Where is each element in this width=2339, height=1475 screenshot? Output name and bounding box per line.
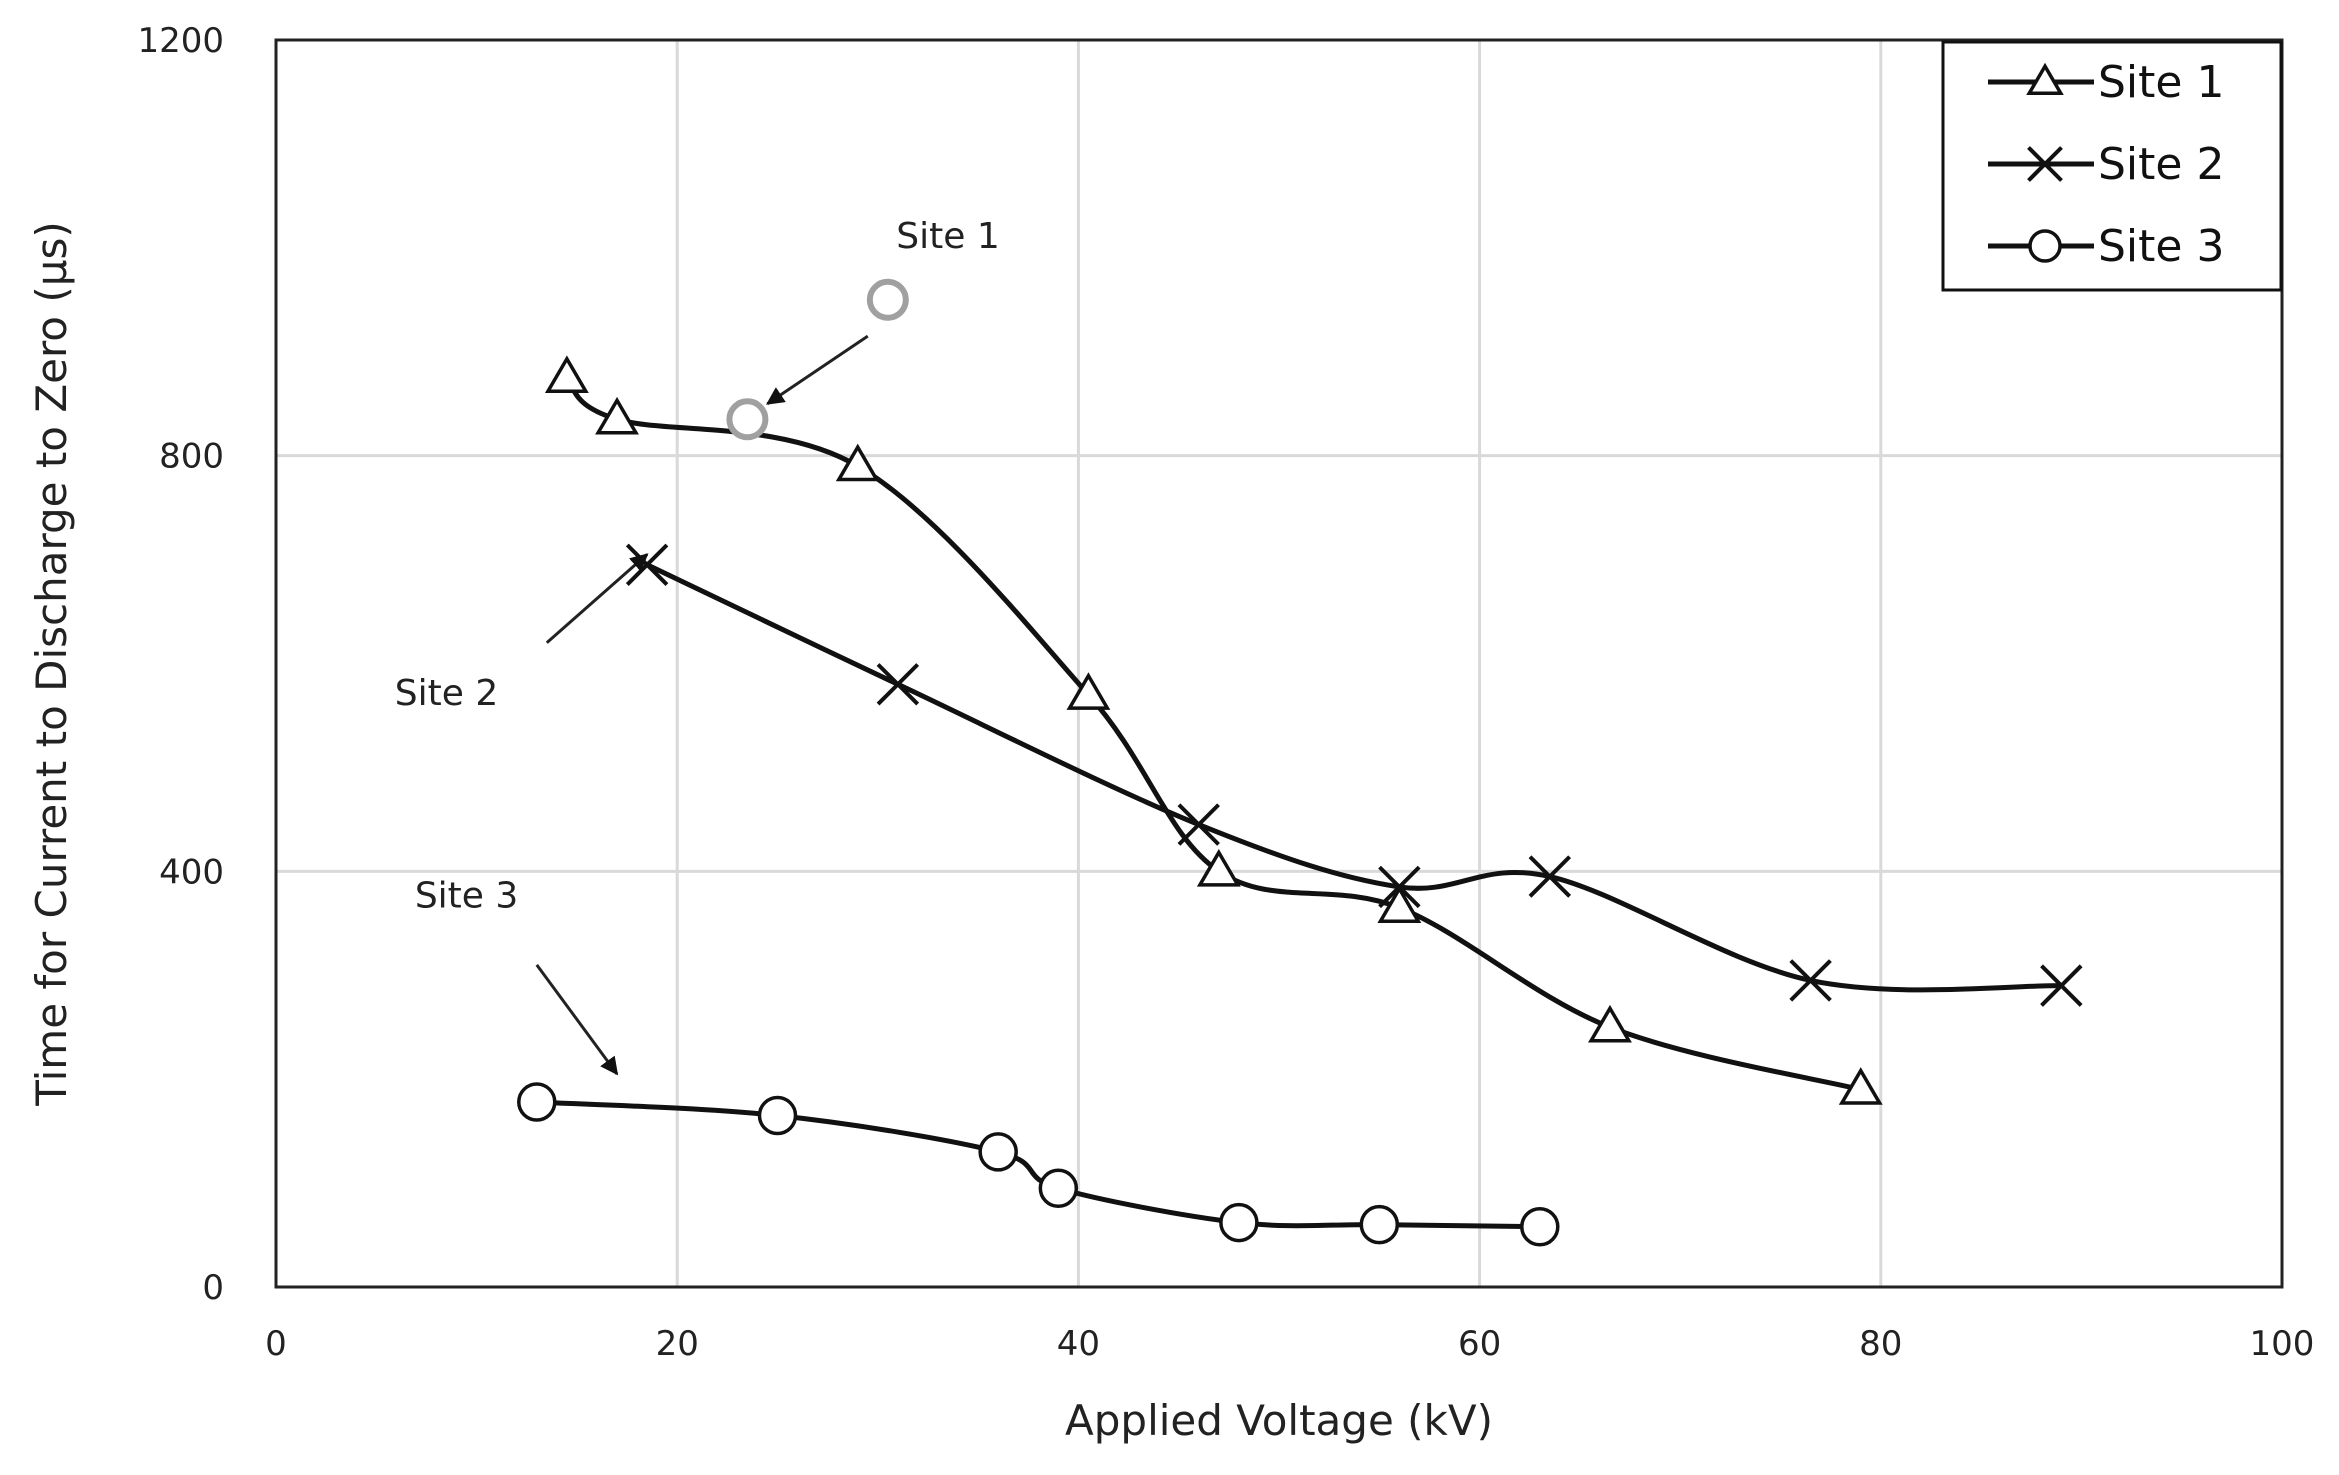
outlier-point <box>726 398 769 441</box>
annotation-arrow <box>545 553 649 644</box>
legend-item: Site 3 <box>1988 221 2224 272</box>
y-tick-label: 0 <box>202 1268 224 1308</box>
data-point <box>1196 848 1241 887</box>
annotation-arrow <box>765 334 869 405</box>
legend-label: Site 3 <box>2098 221 2224 272</box>
legend-label: Site 2 <box>2098 139 2224 190</box>
plot-area-border <box>274 38 2284 1289</box>
legend-marker <box>2028 229 2062 263</box>
legend: Site 1 Site 2 Site 3 <box>1941 40 2283 292</box>
legend-marker <box>2027 146 2063 182</box>
data-point <box>2040 964 2083 1007</box>
data-point <box>978 1132 1018 1172</box>
y-tick-label: 800 <box>159 437 224 477</box>
x-axis-title: Applied Voltage (kV) <box>1065 1396 1493 1445</box>
legend-item: Site 2 <box>1988 139 2224 190</box>
data-point <box>1377 885 1422 923</box>
data-point <box>835 443 880 482</box>
x-tick-label: 60 <box>1458 1324 1501 1364</box>
legend-marker <box>2026 62 2064 95</box>
gridlines <box>276 40 2282 1287</box>
x-tick-label: 40 <box>1057 1324 1100 1364</box>
data-point <box>544 355 589 393</box>
data-point <box>1789 959 1832 1002</box>
data-point <box>595 396 639 435</box>
data-point <box>1359 1204 1400 1245</box>
data-point <box>1219 1202 1259 1243</box>
data-point <box>517 1082 557 1122</box>
data-point <box>757 1095 798 1136</box>
data-point <box>1177 803 1220 846</box>
annotation-arrow <box>535 963 619 1076</box>
x-tick-label: 80 <box>1859 1324 1902 1364</box>
y-tick-label: 400 <box>159 852 224 892</box>
outlier-point <box>866 278 909 321</box>
data-point <box>876 663 920 706</box>
y-tick-label: 1200 <box>137 21 224 61</box>
data-point <box>1038 1168 1079 1209</box>
data-point <box>1528 855 1572 898</box>
x-tick-label: 0 <box>265 1324 287 1364</box>
legend-label: Site 1 <box>2098 57 2224 108</box>
data-point <box>1066 672 1111 710</box>
annotation-label: Site 3 <box>415 876 518 917</box>
legend-item: Site 1 <box>1988 57 2224 108</box>
data-point <box>1378 865 1421 909</box>
data-point <box>1520 1206 1560 1247</box>
x-axis-ticks: 0 20 40 60 80 100 <box>265 1324 2314 1364</box>
data-point <box>1838 1067 1883 1105</box>
y-axis-ticks: 0 400 800 1200 <box>137 21 224 1308</box>
x-tick-label: 20 <box>656 1324 699 1364</box>
y-axis-title: Time for Current to Discharge to Zero (μ… <box>27 221 76 1106</box>
annotations: Site 1 Site 2 Site 3 <box>395 216 1000 1076</box>
data-point <box>1588 1004 1632 1043</box>
series-3 <box>517 1082 1560 1247</box>
annotation-label: Site 2 <box>395 673 498 714</box>
series-1 <box>544 355 1883 1105</box>
x-tick-label: 100 <box>2250 1324 2315 1364</box>
outlier-points <box>726 278 909 441</box>
series-layer <box>517 355 2083 1247</box>
annotation-label: Site 1 <box>896 216 999 257</box>
